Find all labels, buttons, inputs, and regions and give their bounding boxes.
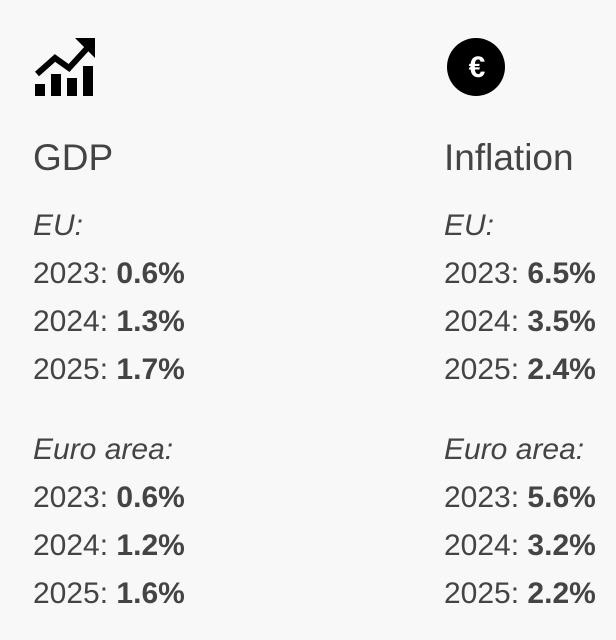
chart-trend-up-icon [35, 36, 95, 96]
year-label: 2024: [33, 529, 109, 562]
gdp-title: GDP [33, 137, 114, 178]
stat-value: 1.6% [116, 577, 185, 610]
svg-text:€: € [469, 51, 486, 84]
region-label: EU: [444, 209, 495, 242]
region-label: Euro area: [33, 433, 174, 466]
euro-icon: € [446, 38, 506, 98]
stat-row: 2025: 2.4% [444, 346, 596, 394]
year-label: 2024: [444, 305, 520, 338]
year-label: 2025: [33, 577, 109, 610]
stat-value: 0.6% [116, 257, 185, 290]
stat-row: 2023: 0.6% [33, 474, 185, 522]
region-label: Euro area: [444, 433, 585, 466]
stat-row: 2023: 6.5% [444, 250, 596, 298]
year-label: 2025: [33, 353, 109, 386]
year-label: 2025: [444, 353, 520, 386]
year-label: 2025: [444, 577, 520, 610]
stat-value: 3.5% [527, 305, 596, 338]
stat-value: 5.6% [527, 481, 596, 514]
stat-row: 2025: 1.7% [33, 346, 185, 394]
year-label: 2023: [33, 257, 109, 290]
region-label: EU: [33, 209, 84, 242]
stat-value: 1.3% [116, 305, 185, 338]
inflation-title: Inflation [444, 137, 574, 178]
stat-row: 2025: 2.2% [444, 570, 596, 618]
year-label: 2024: [33, 305, 109, 338]
stat-value: 1.2% [116, 529, 185, 562]
inflation-eu-group: EU: 2023: 6.5% 2024: 3.5% 2025: 2.4% [444, 202, 596, 394]
stat-value: 2.4% [527, 353, 596, 386]
stat-row: 2023: 0.6% [33, 250, 185, 298]
stat-row: 2024: 3.2% [444, 522, 596, 570]
stat-row: 2024: 3.5% [444, 298, 596, 346]
stat-row: 2025: 1.6% [33, 570, 185, 618]
year-label: 2023: [444, 257, 520, 290]
stat-row: 2023: 5.6% [444, 474, 596, 522]
stat-value: 6.5% [527, 257, 596, 290]
stat-value: 2.2% [527, 577, 596, 610]
year-label: 2023: [33, 481, 109, 514]
gdp-eu-group: EU: 2023: 0.6% 2024: 1.3% 2025: 1.7% [33, 202, 185, 394]
year-label: 2024: [444, 529, 520, 562]
year-label: 2023: [444, 481, 520, 514]
gdp-euro-area-group: Euro area: 2023: 0.6% 2024: 1.2% 2025: 1… [33, 426, 185, 618]
stat-row: 2024: 1.3% [33, 298, 185, 346]
stat-value: 3.2% [527, 529, 596, 562]
stat-value: 0.6% [116, 481, 185, 514]
stat-value: 1.7% [116, 353, 185, 386]
inflation-euro-area-group: Euro area: 2023: 5.6% 2024: 3.2% 2025: 2… [444, 426, 596, 618]
stat-row: 2024: 1.2% [33, 522, 185, 570]
